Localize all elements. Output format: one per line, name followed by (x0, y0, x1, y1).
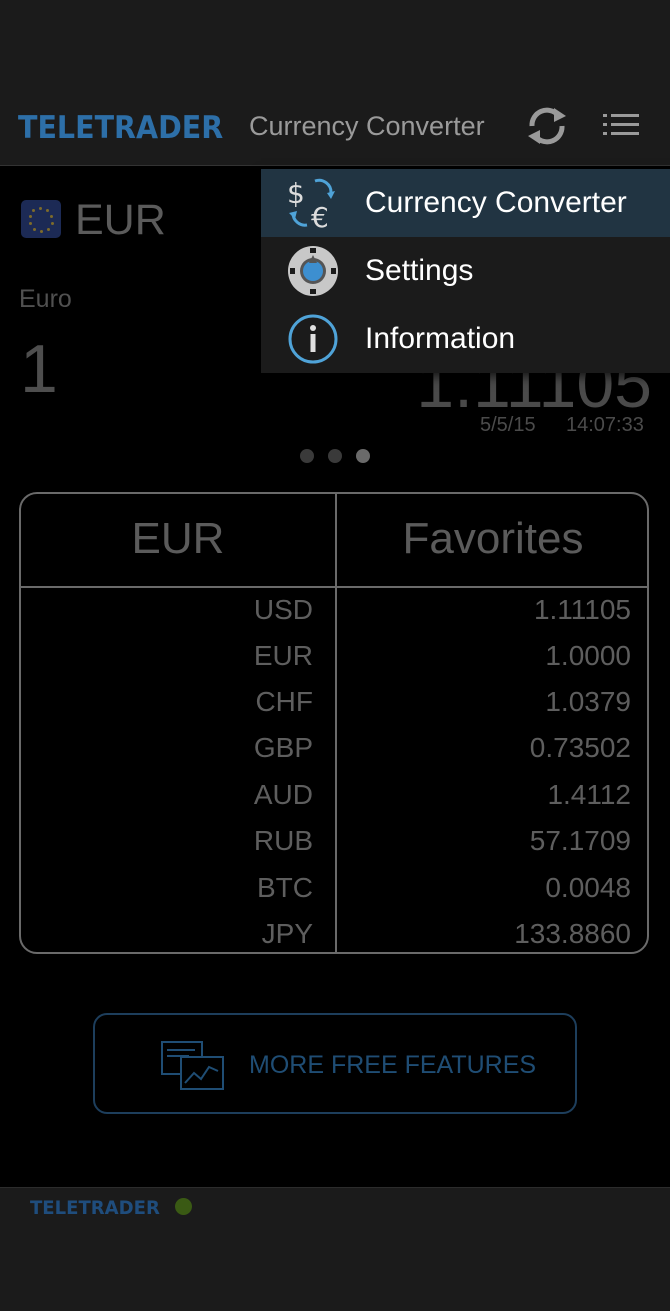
rates-table: EUR Favorites USD 1.11105 EUR 1.0000 CHF… (19, 492, 649, 954)
row-code: AUD (253, 779, 313, 810)
row-value: 1.11105 (533, 594, 631, 625)
currency-exchange-icon: $ € (285, 175, 341, 234)
currency-code[interactable]: EUR (75, 196, 166, 244)
status-bar (0, 0, 670, 85)
row-value: 0.73502 (529, 732, 631, 763)
menu-item-label: Currency Converter (365, 186, 627, 219)
page-dot (328, 449, 342, 463)
teletrader-footer-logo: TELETRADER (30, 1197, 160, 1219)
app-title: Currency Converter (249, 111, 485, 141)
table-row[interactable]: RUB 57.1709 (21, 825, 647, 871)
row-value: 1.4112 (547, 779, 631, 810)
currency-name: Euro (19, 285, 72, 313)
app-bar (0, 85, 670, 166)
quote-time: 14:07:33 (566, 414, 644, 436)
table-header-base[interactable]: EUR (131, 514, 225, 563)
settings-gear-icon (285, 243, 341, 299)
row-value: 1.0379 (545, 686, 631, 717)
menu-list-icon[interactable] (603, 112, 639, 138)
page-dot-active (356, 449, 370, 463)
chart-document-icon (161, 1041, 225, 1091)
overflow-menu: $ € Currency Converter (261, 169, 670, 373)
row-code: EUR (253, 640, 313, 671)
page-dot (300, 449, 314, 463)
table-row[interactable]: GBP 0.73502 (21, 732, 647, 778)
svg-text:€: € (311, 201, 329, 231)
table-row[interactable]: JPY 133.8860 (21, 918, 647, 964)
row-code: CHF (255, 686, 313, 717)
connection-status-icon (175, 1198, 192, 1215)
table-header-favorites[interactable]: Favorites (402, 514, 584, 563)
more-free-features-label: MORE FREE FEATURES (249, 1051, 537, 1079)
table-row[interactable]: EUR 1.0000 (21, 640, 647, 686)
menu-item-information[interactable]: Information (261, 305, 670, 373)
menu-item-currency-converter[interactable]: $ € Currency Converter (261, 169, 670, 237)
row-value: 133.8860 (514, 918, 631, 949)
menu-item-settings[interactable]: Settings (261, 237, 670, 305)
info-icon (285, 311, 341, 367)
row-value: 0.0048 (545, 872, 631, 903)
row-value: 57.1709 (529, 825, 631, 856)
menu-item-label: Settings (365, 254, 474, 287)
table-row[interactable]: BTC 0.0048 (21, 872, 647, 918)
row-code: BTC (257, 872, 313, 903)
row-value: 1.0000 (545, 640, 631, 671)
table-row[interactable]: AUD 1.4112 (21, 779, 647, 825)
row-code: RUB (253, 825, 313, 856)
footer-bar (0, 1187, 670, 1311)
refresh-icon[interactable] (524, 104, 570, 148)
amount-input[interactable]: 1 (20, 331, 58, 407)
row-code: GBP (253, 732, 313, 763)
more-free-features-button[interactable]: MORE FREE FEATURES (93, 1013, 577, 1114)
quote-date: 5/5/15 (480, 414, 536, 436)
eu-flag-icon (21, 200, 61, 238)
menu-item-label: Information (365, 322, 516, 355)
svg-text:$: $ (287, 177, 305, 210)
row-code: USD (253, 594, 313, 625)
table-row[interactable]: USD 1.11105 (21, 594, 647, 640)
table-row[interactable]: CHF 1.0379 (21, 686, 647, 732)
row-code: JPY (261, 918, 313, 949)
teletrader-logo: TELETRADER (18, 110, 224, 146)
